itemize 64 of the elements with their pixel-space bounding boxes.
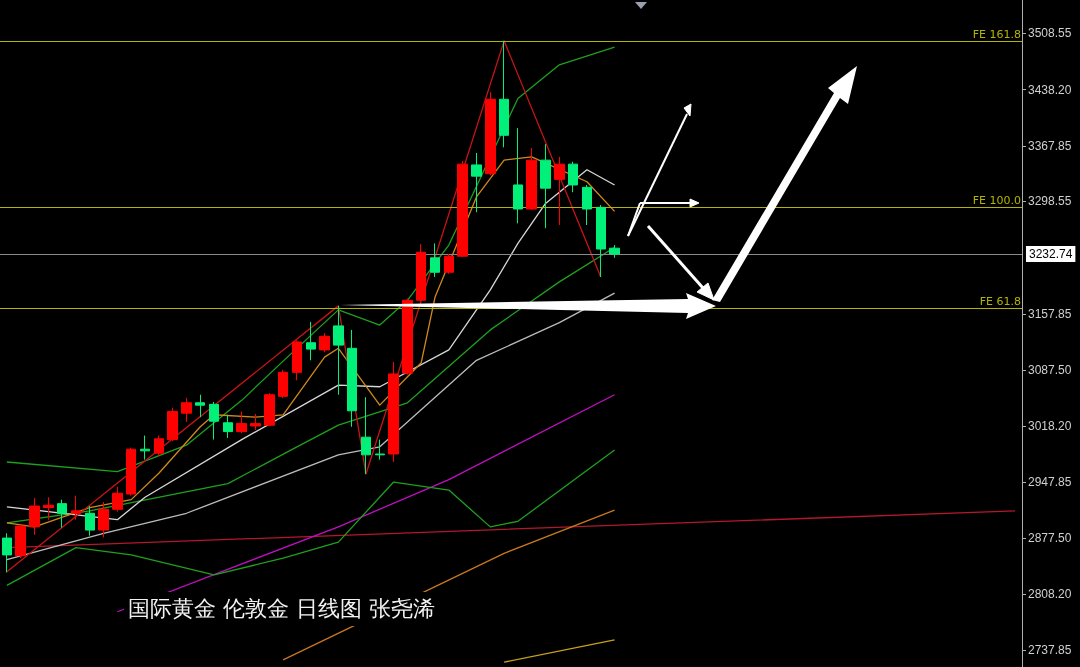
candlestick — [15, 523, 26, 559]
candlestick — [375, 439, 385, 461]
candlestick — [319, 332, 330, 353]
candlestick — [223, 414, 233, 439]
candlestick — [306, 321, 316, 361]
candlestick — [554, 156, 565, 226]
candlestick — [236, 411, 247, 434]
candlestick — [596, 204, 606, 278]
y-tick-label: 2877.50 — [1028, 531, 1072, 546]
ref-line-label: FE 161.8 — [972, 27, 1021, 41]
candlestick — [292, 339, 302, 381]
candlestick — [2, 532, 12, 574]
candlestick — [278, 369, 288, 399]
ref-line-label: 3232.74 — [1029, 247, 1073, 262]
y-tick-label: 3087.50 — [1028, 363, 1072, 378]
candlestick — [457, 160, 468, 258]
candlestick — [582, 184, 592, 226]
candlestick — [333, 305, 344, 396]
candlestick — [361, 396, 371, 475]
candlestick — [499, 40, 509, 148]
candlestick — [388, 361, 399, 463]
candlestick — [609, 244, 620, 259]
y-tick-label: 3508.55 — [1028, 26, 1072, 41]
y-tick-label: 2737.85 — [1028, 643, 1072, 658]
line-series — [6, 292, 616, 561]
ref-line-label: FE 61.8 — [979, 295, 1021, 309]
candlestick — [485, 91, 496, 176]
line-series — [6, 246, 616, 524]
candlestick — [209, 401, 219, 441]
candlestick — [126, 447, 136, 497]
candlestick — [402, 298, 413, 376]
candlestick — [540, 143, 551, 229]
annotation: 国际黄金 伦敦金 日线图 张尧浠 — [124, 592, 439, 626]
candlestick — [57, 499, 67, 529]
candlestick — [526, 147, 537, 211]
y-tick-label: 3367.85 — [1028, 138, 1072, 153]
candlestick — [112, 486, 123, 513]
y-tick-label: 3298.55 — [1028, 194, 1072, 209]
candlestick — [471, 152, 482, 213]
y-tick-label: 3018.20 — [1028, 418, 1072, 433]
candlestick — [98, 501, 109, 538]
candlestick — [568, 161, 578, 193]
y-tick-label: 3438.20 — [1028, 82, 1072, 97]
candlestick — [140, 435, 150, 461]
candlestick — [167, 407, 178, 442]
y-tick-label: 3157.85 — [1028, 307, 1072, 321]
candlestick — [181, 397, 192, 423]
candlestick — [71, 495, 81, 521]
y-tick-label: 2947.85 — [1028, 475, 1072, 490]
candlestick — [264, 392, 275, 427]
candlestick — [195, 394, 205, 418]
candlestick — [416, 243, 426, 302]
candlestick — [347, 329, 357, 428]
candlestick — [43, 496, 54, 521]
y-tick-label: 2808.20 — [1028, 586, 1072, 601]
candlestick — [154, 435, 164, 457]
candlestick — [250, 413, 261, 431]
candlestick — [513, 127, 523, 224]
line-series — [6, 449, 616, 586]
candlestick — [85, 505, 95, 537]
candlestick — [430, 242, 440, 278]
candlestick — [444, 253, 454, 275]
candlestick — [29, 497, 40, 536]
ref-line-label: FE 100.0 — [972, 194, 1021, 208]
